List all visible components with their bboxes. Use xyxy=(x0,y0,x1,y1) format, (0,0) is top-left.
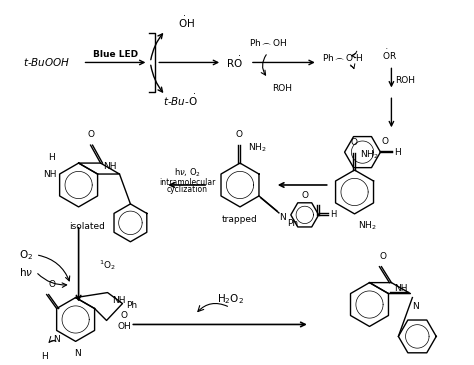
Text: NH: NH xyxy=(43,169,56,178)
Text: N: N xyxy=(74,349,81,358)
Text: O: O xyxy=(350,138,357,147)
Text: $\dot{\mathrm{O}}$R: $\dot{\mathrm{O}}$R xyxy=(383,49,398,62)
Text: N: N xyxy=(53,335,60,345)
Text: O: O xyxy=(48,280,55,289)
Text: Ph: Ph xyxy=(287,219,298,228)
Text: $^1$O$_2$: $^1$O$_2$ xyxy=(99,258,116,272)
Text: Blue LED: Blue LED xyxy=(93,50,138,59)
Text: h$\nu$: h$\nu$ xyxy=(19,266,33,278)
Text: O: O xyxy=(87,130,94,139)
Text: H: H xyxy=(394,147,401,157)
Text: ROH: ROH xyxy=(272,84,292,93)
Text: R$\dot{\mathrm{O}}$: R$\dot{\mathrm{O}}$ xyxy=(226,55,243,70)
Text: NH: NH xyxy=(112,296,126,304)
Text: intramolecular: intramolecular xyxy=(159,177,215,187)
Text: Ph: Ph xyxy=(127,300,137,310)
Text: ROH: ROH xyxy=(395,76,415,85)
Text: H$_2$O$_2$: H$_2$O$_2$ xyxy=(217,293,244,307)
Text: NH: NH xyxy=(103,162,117,171)
Text: H: H xyxy=(329,210,336,219)
Text: O: O xyxy=(120,311,128,319)
Text: h$\nu$, O$_2$: h$\nu$, O$_2$ xyxy=(173,167,201,179)
Text: Ph$\frown$OH: Ph$\frown$OH xyxy=(248,37,287,48)
Text: NH$_2$: NH$_2$ xyxy=(360,149,378,161)
Text: O: O xyxy=(301,191,308,200)
Text: O$_2$: O$_2$ xyxy=(19,248,33,262)
Text: O: O xyxy=(236,130,243,139)
Text: O: O xyxy=(382,137,389,146)
Text: H: H xyxy=(41,352,48,361)
Text: H: H xyxy=(48,153,55,162)
Text: cyclization: cyclization xyxy=(167,185,208,195)
Text: N: N xyxy=(412,301,419,311)
Text: O: O xyxy=(380,252,387,261)
Text: $\dot{\mathrm{O}}$H: $\dot{\mathrm{O}}$H xyxy=(178,15,195,30)
Text: NH$_2$: NH$_2$ xyxy=(248,142,266,154)
Text: Ph$\frown$O$\cdot$H: Ph$\frown$O$\cdot$H xyxy=(322,52,363,63)
Text: OH: OH xyxy=(118,322,131,331)
Text: $t$-BuOOH: $t$-BuOOH xyxy=(23,57,70,69)
Text: trapped: trapped xyxy=(222,215,258,224)
Text: $t$-Bu-$\dot{\mathrm{O}}$: $t$-Bu-$\dot{\mathrm{O}}$ xyxy=(163,93,198,108)
Text: NH$_2$: NH$_2$ xyxy=(357,220,376,233)
Text: isolated: isolated xyxy=(69,222,104,231)
Text: NH: NH xyxy=(394,284,408,293)
Text: N: N xyxy=(279,213,286,222)
